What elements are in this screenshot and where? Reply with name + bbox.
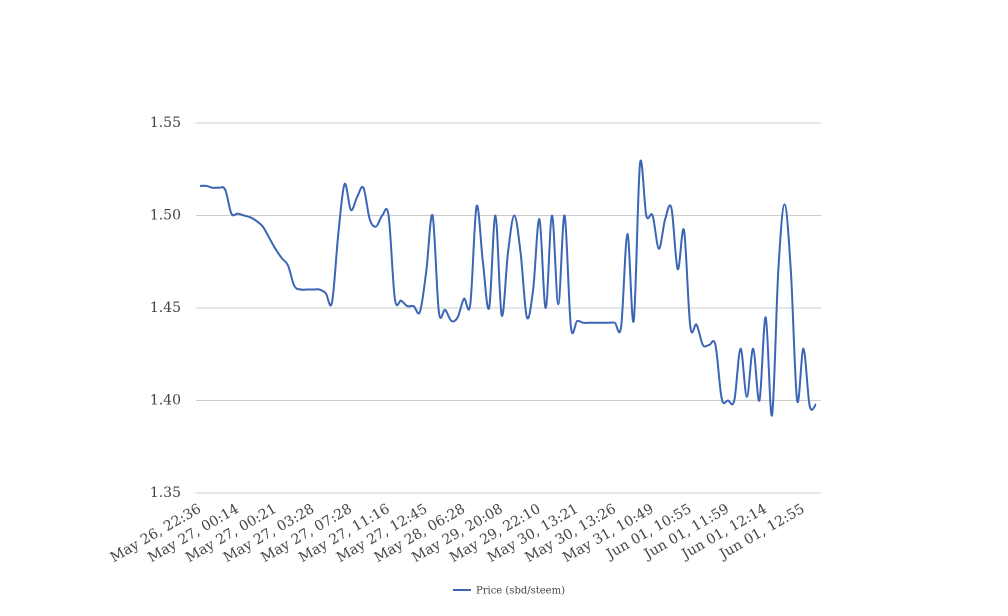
y-tick-label: 1.55 bbox=[150, 115, 181, 131]
y-tick-label: 1.40 bbox=[150, 393, 181, 409]
y-tick-label: 1.35 bbox=[150, 485, 181, 501]
legend-label: Price (sbd/steem) bbox=[476, 586, 565, 597]
price-line bbox=[199, 159, 817, 417]
y-tick-label: 1.50 bbox=[150, 208, 181, 224]
y-tick-label: 1.45 bbox=[150, 300, 181, 316]
